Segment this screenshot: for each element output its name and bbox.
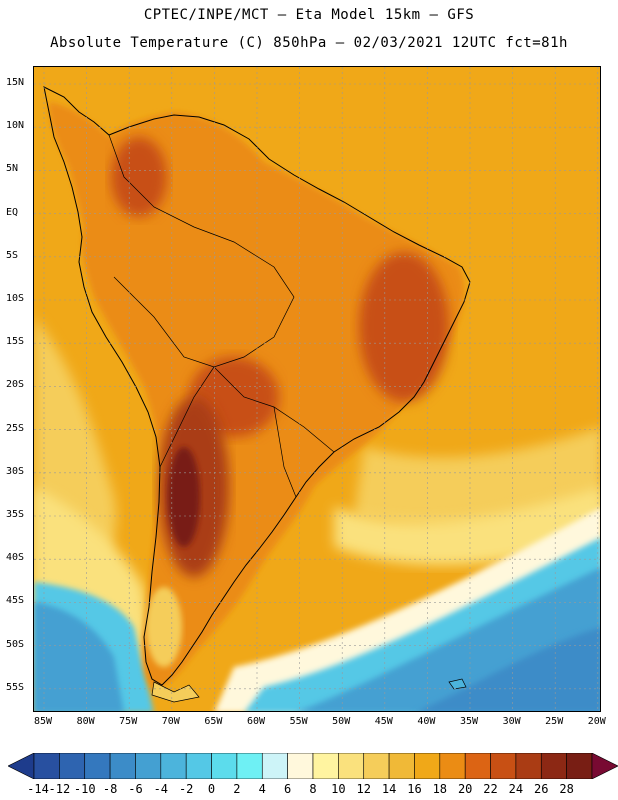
- colorbar-tick-label: 2: [233, 782, 241, 796]
- colorbar-tick-label: 28: [559, 782, 574, 796]
- colorbar-tick-label: -2: [178, 782, 194, 796]
- coastline: [43, 86, 471, 686]
- colorbar-min-arrow: [8, 753, 35, 779]
- colorbar-tick-label: 12: [356, 782, 371, 796]
- colorbar-swatch: [363, 753, 390, 779]
- colorbar-tick-label: 24: [508, 782, 524, 796]
- colorbar-tick-label: 4: [258, 782, 266, 796]
- colorbar-swatch: [287, 753, 314, 779]
- lat-tick-label: 30S: [6, 465, 25, 477]
- lat-tick-label: 10S: [6, 293, 25, 304]
- colorbar-swatch: [439, 753, 466, 779]
- lat-tick-label: 15S: [6, 336, 25, 348]
- colorbar-tick-label: 22: [483, 782, 498, 796]
- lon-tick-label: 30W: [502, 716, 521, 727]
- lat-tick-label: 55S: [6, 681, 25, 693]
- border-uruguay: [273, 406, 297, 498]
- patagonia-mild: [146, 587, 182, 667]
- colorbar-swatch: [388, 753, 415, 779]
- colorbar-swatch: [109, 753, 136, 779]
- brazil-east-hot: [359, 252, 449, 402]
- lon-tick-label: 60W: [246, 716, 266, 727]
- colorbar-tick-label: 16: [407, 782, 422, 796]
- colorbar-tick-label: 26: [534, 782, 549, 796]
- lat-tick-label: 15N: [6, 77, 25, 88]
- colorbar-tick-label: -14: [27, 782, 49, 796]
- colorbar-tick-label: -8: [102, 782, 118, 796]
- colorbar-tick-label: -10: [73, 782, 96, 796]
- colorbar-swatch: [185, 753, 212, 779]
- colorbar-tick-label: -12: [48, 782, 71, 796]
- colorbar-tick-label: -4: [153, 782, 169, 796]
- colorbar-swatch: [135, 753, 162, 779]
- lon-tick-label: 35W: [459, 716, 479, 727]
- colorbar-swatch: [236, 753, 263, 779]
- colorbar-swatch: [84, 753, 111, 779]
- colorbar-tick-label: 14: [381, 782, 397, 796]
- field-title: Absolute Temperature (C) 850hPa – 02/03/…: [50, 35, 568, 51]
- colorbar-swatch: [33, 753, 60, 779]
- lat-tick-label: 20S: [6, 379, 25, 391]
- colorbar-swatch: [490, 753, 517, 779]
- lon-tick-label: 45W: [374, 716, 393, 727]
- southwest-colder-water: [34, 602, 124, 711]
- lon-tick-label: 70W: [161, 716, 180, 727]
- map-panel: [33, 66, 601, 712]
- colorbar-swatch: [566, 753, 593, 779]
- colorbar-swatch: [261, 753, 288, 779]
- tierra-del-fuego: [151, 681, 200, 703]
- colorbar-swatch: [338, 753, 365, 779]
- lat-tick-label: EQ: [6, 206, 19, 218]
- colorbar-tick-label: 8: [309, 782, 317, 796]
- argentina-hottest: [168, 447, 200, 547]
- falklands: [448, 678, 467, 690]
- colorbar-swatch: [515, 753, 542, 779]
- colorbar-swatch: [414, 753, 441, 779]
- lat-tick-label: 10N: [6, 120, 25, 132]
- lat-tick-label: 5N: [6, 163, 19, 175]
- andes-north-hot: [111, 137, 167, 217]
- colorbar-swatch: [464, 753, 491, 779]
- lon-tick-label: 55W: [289, 716, 308, 727]
- model-title: CPTEC/INPE/MCT – Eta Model 15km – GFS: [143, 7, 475, 23]
- temperature-map: [34, 67, 600, 711]
- lon-tick-label: 85W: [33, 716, 53, 727]
- lat-tick-label: 45S: [6, 595, 25, 607]
- lon-tick-label: 40W: [417, 716, 436, 727]
- colorbar-max-arrow: [591, 753, 618, 779]
- colorbar-tick-label: -6: [128, 782, 143, 796]
- colorbar-tick-label: 10: [331, 782, 346, 796]
- colorbar-swatch: [211, 753, 238, 779]
- lat-tick-label: 25S: [6, 422, 25, 434]
- colorbar-tick-label: 6: [284, 782, 292, 796]
- colorbar-tick-label: 18: [432, 782, 448, 796]
- lat-tick-label: 50S: [6, 638, 25, 650]
- lon-tick-label: 65W: [204, 716, 223, 727]
- lon-tick-label: 50W: [332, 716, 351, 727]
- colorbar-swatch: [160, 753, 187, 779]
- lat-tick-label: 40S: [6, 552, 25, 564]
- colorbar-swatch: [312, 753, 339, 779]
- border-northwest: [108, 134, 295, 368]
- south-atlantic-coldest: [418, 627, 600, 711]
- lat-tick-label: 5S: [6, 249, 19, 261]
- lat-tick-label: 35S: [6, 509, 25, 520]
- lon-tick-label: 20W: [587, 716, 606, 727]
- border-andes: [159, 366, 215, 468]
- temperature-colorbar: [8, 753, 618, 779]
- lon-tick-label: 25W: [545, 716, 564, 727]
- colorbar-tick-label: 0: [207, 782, 216, 796]
- lon-tick-label: 75W: [119, 716, 138, 727]
- colorbar-tick-label: 20: [457, 782, 473, 796]
- colorbar-swatch: [59, 753, 86, 779]
- lon-tick-label: 80W: [76, 716, 95, 727]
- colorbar-swatch: [540, 753, 567, 779]
